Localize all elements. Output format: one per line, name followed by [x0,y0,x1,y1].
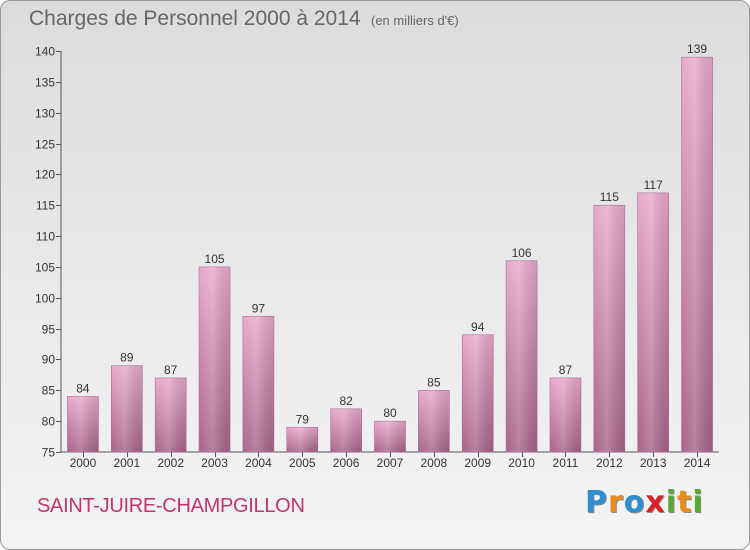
bar-value-label: 139 [687,42,707,56]
bar-highlight [418,390,450,452]
y-tick-label: 135 [35,76,55,90]
bar-highlight [637,192,669,452]
y-tick-label: 90 [42,353,56,367]
bar-highlight [111,365,143,452]
y-tick-label: 100 [35,292,55,306]
x-tick-label: 2012 [596,456,623,470]
y-tick-label: 125 [35,138,55,152]
x-tick-label: 2009 [464,456,491,470]
x-tick-label: 2010 [508,456,535,470]
bar-highlight [199,266,231,452]
logo-letter: t [677,485,693,520]
bar-value-label: 94 [471,320,485,334]
y-tick-label: 120 [35,168,55,182]
logo-letter: i [665,485,678,520]
x-tick-label: 2006 [333,456,360,470]
proxiti-logo: Proxiti [585,485,704,520]
bar-highlight [242,316,274,452]
bar-highlight [67,396,99,452]
bar-value-label: 106 [512,246,532,260]
bar-highlight [155,377,187,452]
bar-highlight [506,260,538,452]
y-tick-label: 110 [36,230,55,244]
bar-value-label: 97 [252,301,266,315]
bar-highlight [681,57,713,453]
x-tick-label: 2004 [245,456,272,470]
bar-value-label: 80 [383,406,397,420]
x-tick-label: 2008 [421,456,448,470]
bar-highlight [462,334,494,452]
x-tick-label: 2007 [377,456,404,470]
bar-value-label: 79 [296,412,310,426]
chart-subtitle: (en milliers d'€) [371,13,459,28]
bar-value-label: 87 [559,363,573,377]
bar-highlight [330,408,362,452]
chart-title: Charges de Personnel 2000 à 2014 [29,7,361,30]
bar-highlight [374,421,406,452]
data-labels: 84 89 87 105 97 79 82 80 85 94 106 87 115 117 139 [76,42,707,426]
y-tick-label: 80 [42,415,56,429]
y-tick-label: 75 [42,446,56,460]
commune-name: SAINT-JUIRE-CHAMPGILLON [37,495,305,517]
x-tick-label: 2001 [113,456,140,470]
bar-highlight [593,205,625,452]
y-tick-label: 85 [42,384,56,398]
x-tick-label: 2014 [684,456,711,470]
x-tick-label: 2002 [157,456,184,470]
bar-value-label: 87 [164,363,178,377]
bar-value-label: 82 [339,394,353,408]
x-tick-label: 2011 [553,456,579,470]
bar-value-label: 89 [120,351,134,365]
bars [67,56,713,453]
x-tick-label: 2005 [289,456,316,470]
logo-letter: i [692,485,704,520]
y-tick-label: 130 [35,107,55,121]
y-tick-label: 115 [36,199,55,213]
bar-value-label: 105 [205,252,225,266]
x-tick-label: 2000 [70,456,97,470]
x-tick-label: 2013 [640,456,667,470]
bar-highlight [549,377,581,452]
bar-value-label: 115 [600,190,619,204]
y-tick-label: 140 [35,45,55,59]
bar-highlight [286,427,318,452]
y-tick-label: 105 [35,261,55,275]
x-tick-label: 2003 [201,456,228,470]
y-tick-label: 95 [42,323,56,337]
logo-letter: o [623,485,646,520]
logo-letter: P [585,485,608,520]
bar-value-label: 84 [76,381,90,395]
logo-letter: r [608,485,624,520]
bar-value-label: 85 [427,375,441,389]
logo-letter: x [645,485,666,520]
bar-value-label: 117 [644,178,663,192]
